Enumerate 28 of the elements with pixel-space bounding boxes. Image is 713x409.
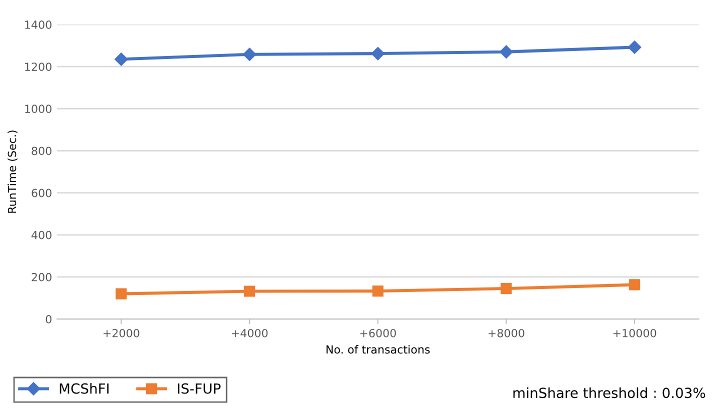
x-tick-label: +8000 [488, 328, 524, 338]
y-tick-label: 1400 [25, 20, 52, 29]
y-tick-label: 600 [32, 188, 52, 198]
text: minShare threshold : 0.03% [513, 387, 706, 398]
point [372, 285, 384, 297]
legend-label: IS-FUP [178, 383, 221, 394]
point [500, 45, 513, 58]
legend-label: MCShFI [60, 383, 109, 394]
x-tick-label: +10000 [613, 328, 656, 338]
point [371, 46, 384, 60]
point [114, 52, 128, 66]
y-tick-label: 400 [32, 230, 52, 240]
point [500, 282, 512, 294]
y-tick-label: 0 [46, 314, 52, 324]
x-axis-title: No. of transactions [326, 345, 430, 354]
x-tick-label: +4000 [232, 328, 268, 338]
x-tick-label: +2000 [104, 328, 140, 338]
y-tick-label: 1000 [25, 104, 52, 114]
point [116, 288, 127, 300]
point [244, 286, 256, 297]
y-axis-title: RunTime (Sec.) [8, 130, 18, 213]
point [242, 48, 256, 61]
y-tick-label: 1200 [25, 62, 52, 71]
point [629, 279, 640, 290]
point [628, 40, 642, 54]
y-tick-label: 200 [32, 272, 52, 282]
x-tick-label: +6000 [360, 328, 396, 338]
y-tick-label: 800 [32, 146, 52, 156]
